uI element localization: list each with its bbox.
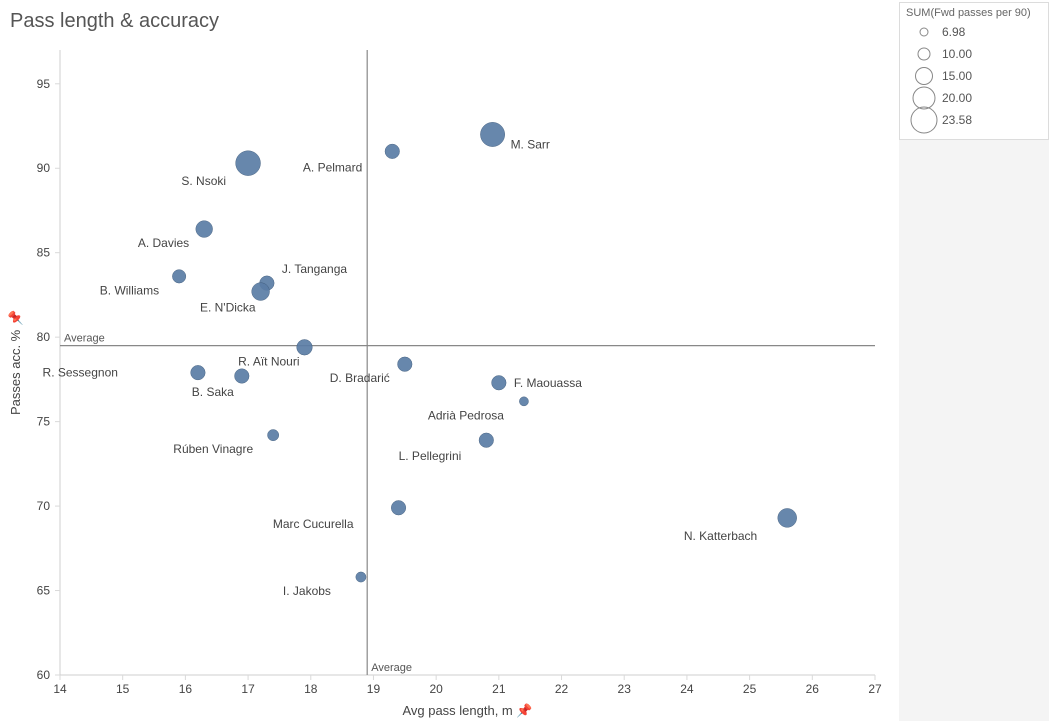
y-tick-label: 70 [37,499,51,513]
y-tick-label: 85 [37,246,51,260]
data-point[interactable] [268,429,279,440]
data-point-label: A. Davies [138,236,189,250]
x-tick-label: 22 [555,682,569,696]
data-point[interactable] [492,376,507,391]
y-axis-title: Passes acc. % 📌 [7,310,23,415]
data-point[interactable] [252,283,270,301]
data-point-label: B. Williams [100,283,159,297]
legend-label: 20.00 [942,91,1042,105]
data-point[interactable] [235,369,250,384]
y-tick-label: 95 [37,77,51,91]
legend-label: 15.00 [942,69,1042,83]
data-point-label: R. Sessegnon [43,366,118,380]
x-tick-label: 24 [680,682,694,696]
data-point[interactable] [356,572,366,582]
data-point[interactable] [398,357,413,372]
legend-row: 23.58 [906,109,1042,131]
data-point-label: Adrià Pedrosa [428,408,504,422]
x-tick-label: 27 [868,682,882,696]
size-legend: SUM(Fwd passes per 90) 6.9810.0015.0020.… [899,2,1049,140]
data-point-label: M. Sarr [511,137,550,151]
x-tick-label: 26 [806,682,820,696]
x-tick-label: 15 [116,682,130,696]
y-tick-label: 75 [37,415,51,429]
data-point-label: B. Saka [192,385,234,399]
data-point-label: S. Nsoki [181,174,226,188]
scatter-plot: 14 15 16 17 18 19 20 21 22 23 24 25 26 27 60 65 70 75 80 85… [0,0,900,723]
data-point[interactable] [391,501,406,516]
data-point[interactable] [297,339,313,355]
data-point-label: F. Maouassa [514,376,582,390]
y-tick-label: 65 [37,584,51,598]
x-tick-label: 17 [241,682,255,696]
x-tick-label: 23 [618,682,632,696]
data-point-label: R. Aït Nouri [238,354,299,368]
x-tick-label: 19 [367,682,381,696]
x-axis-title: Avg pass length, m 📌 [402,702,532,718]
y-tick-label: 60 [37,668,51,682]
x-tick-label: 25 [743,682,757,696]
data-point[interactable] [519,397,528,406]
data-point[interactable] [479,433,494,448]
data-point[interactable] [385,144,400,159]
data-point-label: N. Katterbach [684,529,757,543]
legend-label: 23.58 [942,113,1042,127]
data-point[interactable] [480,122,504,146]
y-average-label: Average [64,333,105,345]
data-point-label: Marc Cucurella [273,517,354,531]
x-tick-label: 14 [53,682,67,696]
x-tick-label: 21 [492,682,506,696]
data-point-label: I. Jakobs [283,584,331,598]
legend-swatch [906,105,942,135]
data-point[interactable] [778,508,797,527]
data-point-label: D. Bradarić [330,371,390,385]
data-point-label: J. Tanganga [282,262,347,276]
side-panel-empty [899,136,1049,721]
data-point[interactable] [196,221,213,238]
data-point-label: Rúben Vinagre [173,442,253,456]
x-tick-label: 16 [179,682,193,696]
x-average-label: Average [371,662,412,674]
data-point-label: A. Pelmard [303,160,362,174]
data-point[interactable] [236,151,261,176]
data-point-label: L. Pellegrini [399,449,462,463]
data-point[interactable] [191,365,206,380]
legend-label: 6.98 [942,25,1042,39]
x-tick-label: 20 [429,682,443,696]
y-tick-label: 80 [37,330,51,344]
legend-label: 10.00 [942,47,1042,61]
y-tick-label: 90 [37,161,51,175]
data-point-label: E. N'Dicka [200,301,256,315]
x-tick-label: 18 [304,682,318,696]
data-point[interactable] [172,270,185,283]
